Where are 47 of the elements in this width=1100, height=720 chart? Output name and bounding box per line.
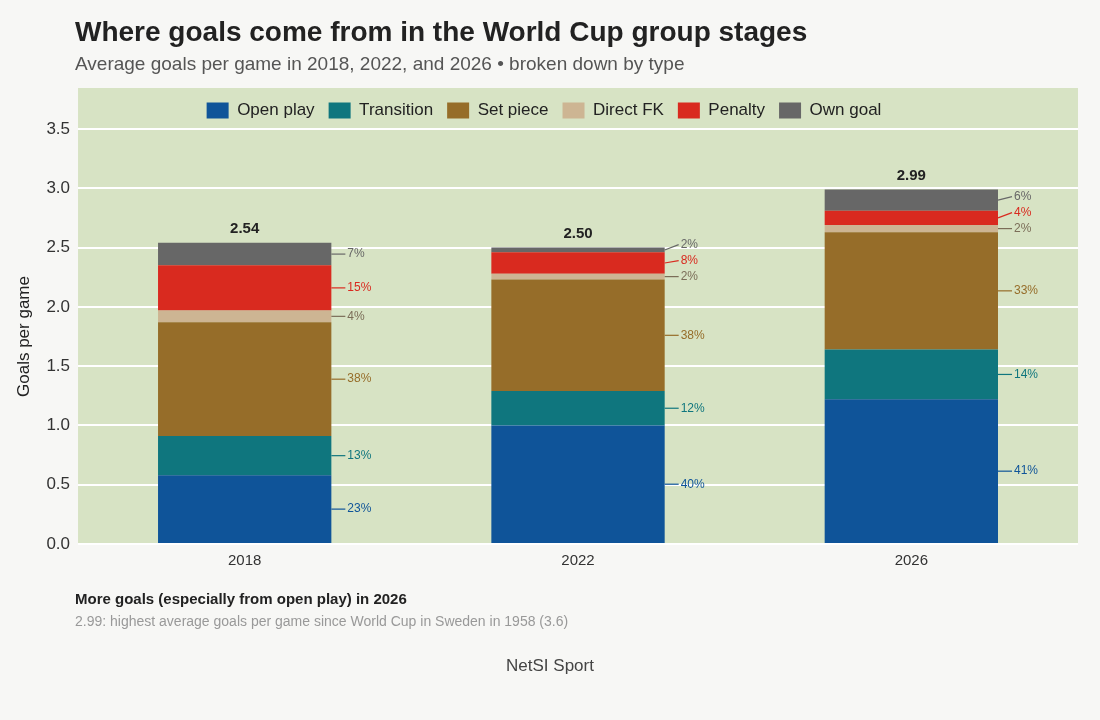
annotation: 33%	[1014, 283, 1039, 298]
y-tick-label: 1.5	[46, 355, 71, 375]
annotation: 6%	[1014, 188, 1032, 203]
legend-label: Direct FK	[593, 100, 665, 120]
total-label: 2.99	[896, 166, 926, 184]
y-axis-title: Goals per game	[13, 276, 33, 397]
annotation: 8%	[680, 252, 699, 267]
text: NetSI Sport	[505, 656, 595, 676]
y-tick-label: 0.5	[46, 474, 71, 494]
annotation: 12%	[680, 400, 706, 415]
legend-label: Set piece	[477, 100, 549, 120]
y-tick-label: 2.0	[46, 296, 71, 316]
annotation: 14%	[1014, 366, 1039, 381]
y-tick-label: 3.5	[46, 118, 71, 138]
bar	[824, 225, 998, 233]
legend-label: Open play	[237, 100, 316, 120]
text: 2.99: highest average goals per game since World Cup in Sweden in 1958 (3.6)	[75, 613, 569, 629]
total-label: 2.50	[563, 224, 593, 242]
legend-label: Penalty	[708, 100, 766, 120]
bar	[158, 310, 332, 323]
legend-label: Own goal	[809, 100, 882, 120]
bar	[491, 273, 665, 280]
annotation: 2%	[680, 236, 699, 251]
annotation: 15%	[347, 280, 372, 295]
y-tick-label: 1.0	[46, 415, 71, 435]
y-tick-label: 3.0	[46, 177, 71, 197]
annotation: 23%	[347, 501, 372, 516]
annotation: 4%	[1014, 204, 1032, 219]
legend-label: Transition	[359, 100, 434, 120]
annotation: 41%	[1014, 463, 1039, 478]
x-tick-label: 2018	[228, 551, 262, 569]
total-label: 2.54	[230, 219, 260, 237]
annotation: 38%	[347, 371, 372, 386]
y-tick-label: 0.0	[46, 533, 71, 553]
y-tick-label: 2.5	[46, 237, 71, 257]
x-tick-label: 2026	[894, 551, 929, 569]
x-tick-label: 2022	[561, 551, 595, 569]
annotation: 2%	[680, 268, 699, 283]
annotation: 7%	[347, 246, 366, 261]
annotation: 38%	[680, 327, 706, 342]
annotation: 40%	[680, 476, 706, 491]
chart-title: Where goals come from in the World Cup group stages	[75, 16, 808, 48]
text: More goals (especially from open play) in 2026	[75, 590, 407, 607]
chart-subtitle: Average goals per game in 2018, 2022, and 2026 • broken down by type	[75, 53, 685, 75]
annotation: 2%	[1014, 220, 1032, 235]
annotation: 4%	[347, 308, 366, 323]
annotation: 13%	[347, 447, 372, 462]
